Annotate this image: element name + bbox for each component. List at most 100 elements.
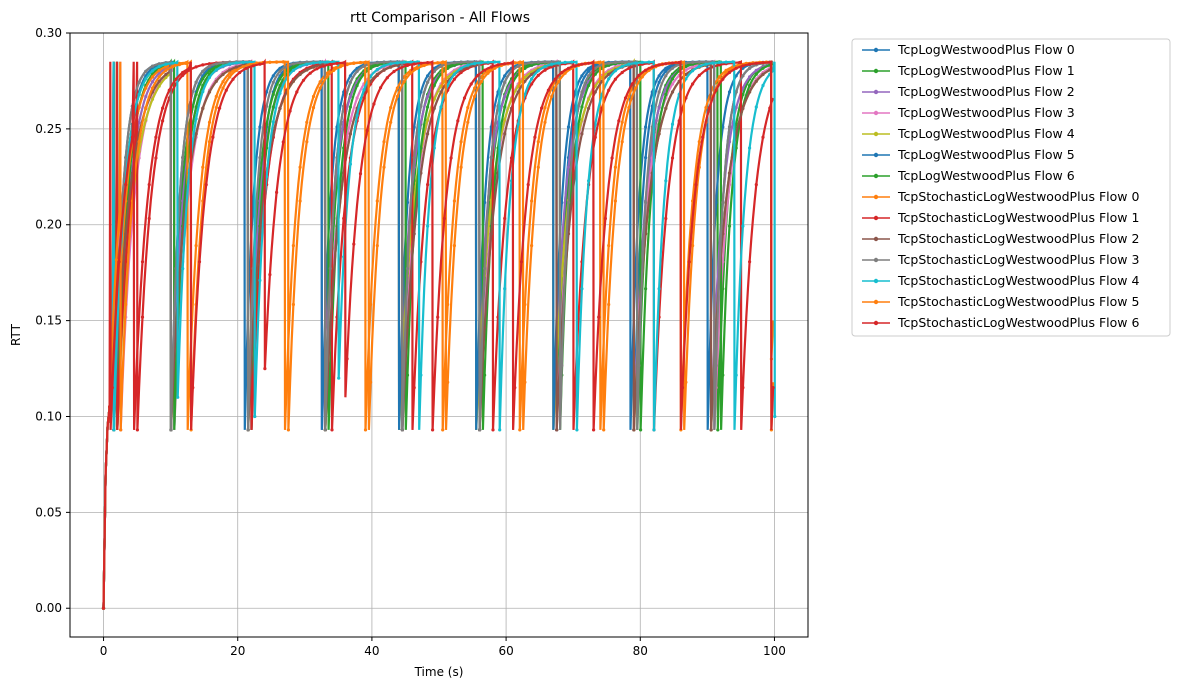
series-point	[318, 80, 322, 84]
series-point	[137, 80, 141, 84]
series-point	[439, 105, 443, 109]
series-point	[281, 140, 285, 144]
series-point	[483, 373, 487, 377]
series-point	[325, 75, 329, 79]
series-point	[721, 373, 725, 377]
series-point	[761, 61, 765, 65]
series-point	[167, 88, 171, 92]
series-point	[466, 120, 470, 124]
series-point	[691, 69, 695, 73]
series-point	[395, 94, 399, 99]
series-point	[214, 68, 218, 72]
series-point	[593, 84, 597, 88]
series-point	[754, 105, 758, 109]
series-point	[258, 125, 262, 129]
series-point	[181, 156, 185, 160]
series-point	[556, 61, 561, 65]
series-point	[426, 61, 430, 65]
series-point	[228, 75, 232, 79]
series-point	[530, 82, 534, 86]
series-point	[657, 132, 661, 136]
series-point	[704, 62, 708, 66]
series-point	[258, 278, 262, 282]
series-point	[389, 120, 393, 124]
series-point	[137, 106, 141, 110]
series-point	[523, 75, 527, 80]
series-point	[432, 97, 436, 101]
series-point	[405, 325, 410, 330]
series-point	[265, 104, 269, 108]
series-point	[677, 60, 681, 65]
series-point	[224, 88, 228, 92]
series-point	[134, 386, 138, 390]
series-point	[177, 63, 181, 67]
series-point	[526, 183, 530, 187]
series-point	[613, 60, 618, 64]
series-point	[362, 96, 366, 100]
series-point	[734, 74, 738, 78]
series-point	[727, 224, 732, 228]
series-line	[102, 59, 775, 609]
legend-marker	[873, 278, 879, 284]
series-point	[714, 363, 718, 368]
series-point	[348, 119, 352, 123]
series-line	[102, 59, 775, 609]
series-point	[402, 60, 406, 64]
series-point	[623, 96, 628, 100]
series-point	[717, 60, 722, 64]
series-point	[348, 80, 352, 84]
series-point	[375, 199, 379, 203]
series-point	[144, 69, 148, 73]
series-point	[311, 106, 316, 110]
series-point	[187, 66, 191, 70]
series-point	[550, 62, 554, 66]
legend-marker	[873, 131, 879, 137]
series-point	[431, 428, 435, 432]
x-axis-ticks: 0 20 40 60 80 100	[100, 637, 786, 658]
series-point	[405, 266, 410, 271]
series-point	[555, 428, 559, 432]
series-point	[207, 62, 212, 66]
series-point	[761, 135, 765, 139]
series-point	[709, 428, 713, 432]
series-point	[348, 74, 352, 78]
series-point	[419, 373, 423, 377]
series-point	[587, 61, 591, 65]
series-point	[207, 75, 212, 79]
series-point	[265, 90, 269, 94]
series-point	[664, 69, 668, 73]
series-point	[124, 302, 128, 307]
series-point	[218, 106, 222, 110]
legend-label: TcpLogWestwoodPlus Flow 3	[897, 105, 1075, 120]
series-point	[322, 64, 326, 68]
series-point	[171, 65, 175, 69]
series-point	[436, 61, 440, 65]
series-point	[369, 66, 373, 70]
series-point	[144, 86, 148, 90]
series-point	[271, 120, 275, 124]
series-point	[459, 66, 463, 70]
series-point	[352, 61, 356, 65]
series-point	[288, 109, 292, 113]
series-point	[503, 80, 507, 84]
series-point	[295, 90, 299, 94]
series-point	[640, 75, 644, 79]
series-point	[271, 74, 275, 78]
series-point	[466, 63, 470, 67]
series-point	[201, 69, 205, 73]
series-point	[727, 171, 732, 175]
series-point	[587, 106, 591, 110]
series-point	[419, 90, 423, 94]
legend-frame	[851, 38, 1171, 337]
series-point	[355, 113, 359, 117]
series-point	[432, 106, 436, 110]
series-point	[452, 63, 456, 67]
series-point	[157, 79, 161, 83]
series-point	[271, 80, 275, 84]
series-point	[207, 64, 212, 68]
series-point	[194, 244, 198, 248]
series-point	[670, 66, 675, 70]
series-point	[670, 77, 675, 81]
series-point	[748, 90, 752, 94]
